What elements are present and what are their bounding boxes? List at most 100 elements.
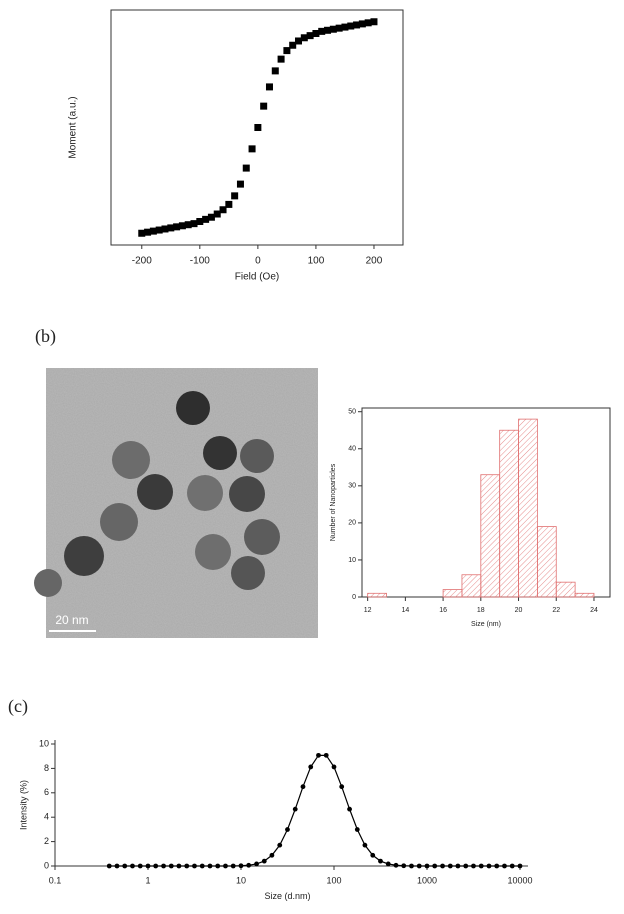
data-point (178, 222, 186, 230)
data-point (478, 863, 484, 869)
data-point (447, 863, 453, 869)
data-point (331, 764, 337, 770)
data-point (130, 863, 135, 869)
data-point (138, 229, 146, 237)
chart: 0.1 1 10 100 1000 10000 0 2 4 6 8 10 Size (d.nm) Inte… (18, 738, 532, 900)
data-point (329, 25, 337, 33)
bar (555, 581, 576, 598)
y-tick-label: 50 (348, 409, 356, 416)
data-point (271, 67, 279, 75)
x-tick-label: 10 (236, 875, 246, 885)
y-axis-label: Moment (a.u.) (68, 96, 79, 158)
data-line (109, 754, 520, 867)
data-point (145, 863, 151, 869)
y-tick-label: 2 (44, 836, 49, 846)
data-point (122, 863, 128, 869)
data-point (161, 863, 166, 869)
y-tick-label: 10 (348, 557, 356, 564)
data-point (364, 19, 372, 27)
data-point (347, 22, 355, 30)
data-point (261, 858, 267, 864)
data-point (486, 863, 492, 869)
data-point (192, 863, 197, 869)
y-tick-label: 4 (44, 812, 49, 822)
data-point (455, 863, 461, 869)
y-tick-label: 20 (348, 520, 356, 527)
data-point (292, 806, 298, 812)
data-point (144, 228, 152, 236)
data-point (238, 863, 244, 869)
x-tick-label: 1000 (417, 875, 437, 885)
y-tick-label: 0 (44, 860, 49, 870)
y-axis-label: Number of Nanoparticles (330, 463, 337, 541)
data-point (219, 206, 227, 214)
plot-frame (110, 9, 404, 246)
y-tick-label: 0 (352, 594, 356, 601)
data-point (432, 863, 438, 869)
bar (574, 592, 595, 598)
data-point (225, 200, 233, 208)
data-point (184, 221, 192, 229)
data-point (502, 863, 507, 869)
data-point (168, 863, 174, 869)
data-point (265, 83, 273, 91)
data-point (106, 863, 112, 869)
data-point (440, 863, 445, 869)
data-point (378, 858, 383, 864)
data-point (277, 842, 283, 848)
data-point (269, 852, 275, 858)
x-tick-label: 12 (364, 607, 372, 614)
data-point (323, 752, 329, 758)
data-point (358, 20, 366, 28)
x-tick-label: 20 (515, 607, 523, 614)
y-axis-label: Intensity (%) (18, 780, 28, 830)
data-point (137, 863, 143, 869)
bar (499, 429, 519, 598)
data-point (254, 124, 262, 131)
x-tick-label: 100 (308, 256, 325, 267)
x-tick-label: 1 (145, 875, 150, 885)
data-point (242, 164, 250, 172)
y-tick-label: 10 (39, 738, 49, 748)
y-tick-label: 40 (348, 446, 356, 453)
data-point (463, 863, 469, 869)
x-tick-label: 24 (590, 607, 598, 614)
data-point (161, 225, 169, 233)
x-tick-label: 200 (366, 256, 383, 267)
data-point (347, 806, 352, 812)
data-point (324, 26, 332, 34)
data-point (207, 213, 215, 221)
bar (442, 589, 463, 598)
data-point (199, 863, 205, 869)
data-point (215, 863, 221, 869)
y-tick-label: 30 (348, 483, 356, 490)
x-tick-label: 22 (552, 607, 560, 614)
data-point (153, 863, 159, 869)
data-point (494, 863, 500, 869)
data-point (277, 55, 285, 63)
y-tick-label: 6 (44, 787, 49, 797)
bar (518, 418, 538, 598)
x-tick-label: 100 (326, 875, 341, 885)
bar (461, 574, 482, 598)
data-point (246, 862, 252, 868)
data-point (300, 34, 308, 42)
data-point (354, 827, 360, 832)
data-point (335, 24, 343, 32)
bar (536, 526, 557, 598)
y-tick-label: 8 (44, 763, 49, 773)
x-tick-label: 16 (439, 607, 447, 614)
data-point (283, 47, 291, 55)
data-point (306, 32, 314, 40)
data-point (260, 102, 268, 110)
data-point (223, 863, 228, 869)
data-point (230, 863, 236, 869)
data-point (149, 227, 157, 235)
data-point (416, 863, 422, 869)
data-point (176, 863, 182, 869)
data-point (248, 145, 256, 153)
data-point (312, 30, 320, 37)
tem-image: 20 nm (34, 368, 318, 638)
